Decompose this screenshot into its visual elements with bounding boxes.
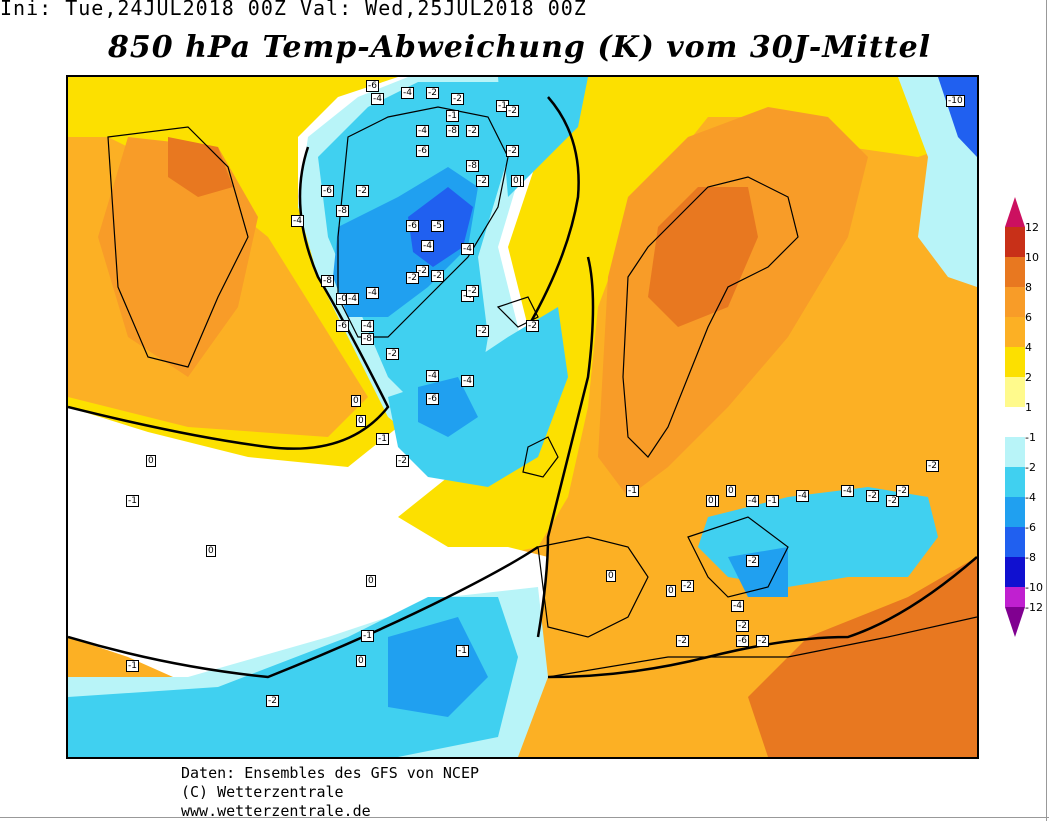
- zone-minus4-atlantic: [418, 377, 478, 437]
- zone-plus8-southeast: [748, 557, 977, 757]
- anomaly-map[interactable]: [66, 75, 979, 759]
- legend-zero: [1005, 407, 1025, 437]
- zone-plus6-west: [98, 137, 258, 377]
- north-africa-coast: [547, 616, 977, 678]
- legend-label: -2: [1025, 461, 1036, 474]
- legend-label: -4: [1025, 491, 1036, 504]
- legend-label: 1: [1025, 401, 1032, 414]
- zone-minus4-south: [388, 617, 488, 717]
- legend-label: 2: [1025, 371, 1032, 384]
- legend-minus2: [1005, 467, 1025, 497]
- map-canvas: [68, 77, 977, 757]
- iceland-coast: [496, 296, 539, 328]
- zone-plus8-west: [168, 137, 233, 197]
- legend-plus6: [1005, 287, 1025, 317]
- canada-coast: [107, 126, 249, 368]
- legend-label: 6: [1025, 311, 1032, 324]
- legend-label: 12: [1025, 221, 1039, 234]
- legend-minus6: [1005, 527, 1025, 557]
- zone-minus4-med: [728, 547, 788, 597]
- scandinavia-coast: [622, 176, 799, 458]
- legend-label: -1: [1025, 431, 1036, 444]
- british-isles-coast: [522, 436, 559, 478]
- legend-minus1: [1005, 437, 1025, 467]
- init-valid-time: Ini: Tue,24JUL2018 00Z Val: Wed,25JUL201…: [0, 0, 587, 20]
- right-border: [1046, 0, 1047, 821]
- credits-data-source: Daten: Ensembles des GFS von NCEP: [181, 764, 480, 782]
- contour-0-south: [68, 545, 539, 679]
- legend-arrow-top: [1005, 197, 1025, 227]
- zone-minus2-north-atlantic: [388, 307, 568, 487]
- contour-0-europe-coast: [536, 256, 595, 638]
- zone-plus8-scand: [648, 187, 758, 327]
- contour-0-west: [68, 146, 390, 450]
- contour-0-greenland: [526, 96, 580, 328]
- zone-scandinavia: [598, 107, 868, 497]
- legend-plus1: [1005, 377, 1025, 407]
- bottom-border: [0, 817, 1049, 818]
- credits-url[interactable]: www.wetterzentrale.de: [181, 802, 371, 820]
- zone-minus2-greenland-east: [498, 77, 588, 197]
- map-title: 850 hPa Temp-Abweichung (K) vom 30J-Mitt…: [108, 30, 932, 65]
- legend-arrow-bottom: [1005, 607, 1025, 637]
- credits: Daten: Ensembles des GFS von NCEP (C) We…: [181, 764, 479, 821]
- legend-minus8: [1005, 557, 1025, 587]
- legend-label: 10: [1025, 251, 1039, 264]
- legend-label: 8: [1025, 281, 1032, 294]
- legend-plus8: [1005, 257, 1025, 287]
- iberia-coast: [537, 536, 649, 638]
- legend-label: -8: [1025, 551, 1036, 564]
- credits-copyright: (C) Wetterzentrale: [181, 783, 344, 801]
- legend-plus2: [1005, 347, 1025, 377]
- legend-plus10: [1005, 227, 1025, 257]
- legend-bar: [1005, 197, 1025, 637]
- legend-label: 4: [1025, 341, 1032, 354]
- contour-0-med: [547, 556, 977, 679]
- legend-label: -6: [1025, 521, 1036, 534]
- legend-plus4: [1005, 317, 1025, 347]
- color-scale-legend: 12 10 8 6 4 2 1 -1 -2 -4 -6 -8 -10 -12: [1005, 197, 1049, 637]
- italy-balkan-coast: [687, 516, 789, 598]
- legend-label: -10: [1025, 581, 1043, 594]
- legend-minus10: [1005, 587, 1025, 607]
- legend-minus4: [1005, 497, 1025, 527]
- legend-label: -12: [1025, 601, 1043, 614]
